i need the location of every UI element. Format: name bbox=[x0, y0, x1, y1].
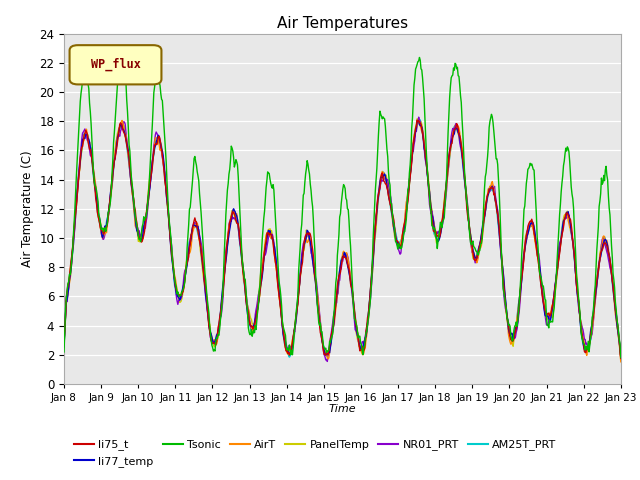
Text: WP_flux: WP_flux bbox=[91, 58, 140, 72]
Title: Air Temperatures: Air Temperatures bbox=[277, 16, 408, 31]
Y-axis label: Air Temperature (C): Air Temperature (C) bbox=[20, 151, 34, 267]
Legend: li75_t, li77_temp, Tsonic, AirT, PanelTemp, NR01_PRT, AM25T_PRT: li75_t, li77_temp, Tsonic, AirT, PanelTe… bbox=[70, 435, 561, 471]
FancyBboxPatch shape bbox=[70, 45, 161, 84]
X-axis label: Time: Time bbox=[328, 405, 356, 414]
